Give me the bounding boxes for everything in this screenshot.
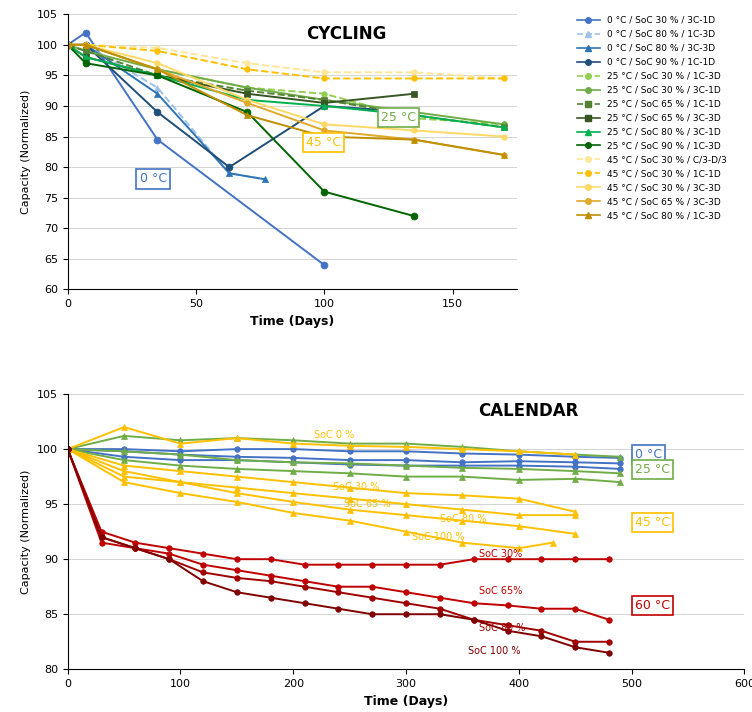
Text: 25 °C: 25 °C [381, 111, 416, 125]
Y-axis label: Capacity (Normalized): Capacity (Normalized) [21, 90, 32, 214]
Text: CALENDAR: CALENDAR [478, 402, 578, 420]
Text: SoC 65 %: SoC 65 % [344, 499, 390, 510]
Y-axis label: Capacity (Normalized): Capacity (Normalized) [21, 469, 32, 594]
X-axis label: Time (Days): Time (Days) [250, 315, 335, 328]
Text: SoC 0 %: SoC 0 % [314, 430, 354, 440]
Text: SoC 30 %: SoC 30 % [332, 482, 379, 492]
Text: 0 °C: 0 °C [635, 448, 663, 461]
Text: 60 °C: 60 °C [635, 599, 670, 612]
Text: SoC 80 %: SoC 80 % [440, 514, 487, 524]
X-axis label: Time (Days): Time (Days) [364, 695, 448, 708]
Text: 0 °C: 0 °C [140, 172, 167, 185]
Text: CYCLING: CYCLING [306, 25, 387, 43]
Text: 45 °C: 45 °C [635, 516, 670, 529]
Text: SoC 100 %: SoC 100 % [468, 646, 520, 656]
Text: SoC 30%: SoC 30% [480, 549, 523, 559]
Text: SoC 100 %: SoC 100 % [412, 533, 464, 543]
Text: SoC 65%: SoC 65% [480, 587, 523, 597]
Text: 45 °C: 45 °C [306, 136, 341, 149]
Text: 25 °C: 25 °C [635, 464, 670, 476]
Legend: 0 °C / SoC 30 % / 3C-1D, 0 °C / SoC 80 % / 1C-3D, 0 °C / SoC 80 % / 3C-3D, 0 °C : 0 °C / SoC 30 % / 3C-1D, 0 °C / SoC 80 %… [575, 14, 729, 223]
Text: SoC 80 %: SoC 80 % [480, 623, 526, 633]
